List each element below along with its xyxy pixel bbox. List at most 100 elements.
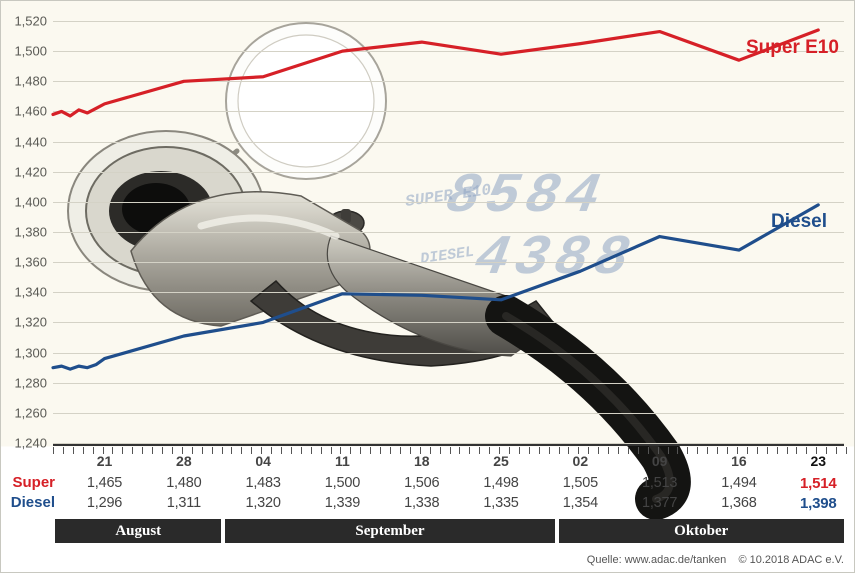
x-tick	[608, 447, 609, 454]
x-tick	[63, 447, 64, 454]
x-tick	[122, 447, 123, 454]
x-axis-line	[53, 444, 844, 446]
footer-copyright: © 10.2018 ADAC e.V.	[738, 554, 844, 566]
x-tick	[390, 447, 391, 454]
x-tick	[301, 447, 302, 454]
cell-diesel: 1,354	[563, 495, 598, 511]
x-day-label: 25	[493, 453, 509, 469]
cell-diesel: 1,335	[483, 495, 518, 511]
gridline	[53, 322, 844, 323]
cell-super: 1,494	[721, 475, 756, 491]
x-tick	[519, 447, 520, 454]
x-tick	[251, 447, 252, 454]
cell-super: 1,465	[87, 475, 122, 491]
cell-super: 1,505	[563, 475, 598, 491]
x-day-label: 23	[810, 453, 826, 469]
month-august: August	[55, 519, 221, 543]
y-tick-label: 1,240	[1, 436, 47, 451]
x-tick	[360, 447, 361, 454]
cell-diesel: 1,296	[87, 495, 122, 511]
x-tick	[796, 447, 797, 454]
gridline	[53, 21, 844, 22]
cell-super: 1,498	[483, 475, 518, 491]
y-tick-label: 1,280	[1, 375, 47, 390]
x-tick	[73, 447, 74, 454]
x-tick	[450, 447, 451, 454]
series-label-diesel: Diesel	[771, 211, 827, 233]
x-day-label: 16	[731, 453, 747, 469]
y-tick-label: 1,500	[1, 44, 47, 59]
x-tick	[350, 447, 351, 454]
x-tick	[222, 447, 223, 454]
x-tick	[479, 447, 480, 454]
x-tick	[846, 447, 847, 454]
x-tick	[598, 447, 599, 454]
x-tick	[53, 447, 54, 454]
y-tick-label: 1,460	[1, 104, 47, 119]
x-day-label: 28	[176, 453, 192, 469]
gridline	[53, 353, 844, 354]
series-super	[53, 30, 818, 116]
x-tick	[836, 447, 837, 454]
gridline	[53, 172, 844, 173]
gridline	[53, 111, 844, 112]
svg-text:DIESEL: DIESEL	[419, 244, 475, 268]
x-tick	[628, 447, 629, 454]
row-label-diesel: Diesel	[3, 494, 55, 511]
cell-diesel: 1,368	[721, 495, 756, 511]
x-tick	[410, 447, 411, 454]
x-tick	[459, 447, 460, 454]
gridline	[53, 51, 844, 52]
x-tick	[757, 447, 758, 454]
x-tick	[241, 447, 242, 454]
row-label-super: Super	[3, 474, 55, 491]
gridline	[53, 202, 844, 203]
month-oktober: Oktober	[559, 519, 844, 543]
y-tick-label: 1,300	[1, 345, 47, 360]
x-tick	[400, 447, 401, 454]
gridline	[53, 262, 844, 263]
x-tick	[172, 447, 173, 454]
y-tick-label: 1,360	[1, 255, 47, 270]
x-tick	[231, 447, 232, 454]
cell-super: 1,500	[325, 475, 360, 491]
y-tick-label: 1,260	[1, 405, 47, 420]
x-tick	[618, 447, 619, 454]
gridline	[53, 81, 844, 82]
y-tick-label: 1,480	[1, 74, 47, 89]
x-tick	[291, 447, 292, 454]
cell-super: 1,480	[166, 475, 201, 491]
gridline	[53, 142, 844, 143]
x-day-label: 04	[255, 453, 271, 469]
x-tick	[787, 447, 788, 454]
x-tick	[677, 447, 678, 454]
cell-super: 1,483	[245, 475, 280, 491]
footer-source: www.adac.de/tanken	[625, 554, 727, 566]
x-tick	[83, 447, 84, 454]
x-tick	[212, 447, 213, 454]
series-diesel	[53, 205, 818, 369]
x-tick	[202, 447, 203, 454]
gridline	[53, 413, 844, 414]
x-tick	[697, 447, 698, 454]
x-day-label: 09	[652, 453, 668, 469]
x-tick	[767, 447, 768, 454]
chart-container: SUPER E10 8584 DIESEL 4388	[0, 0, 855, 573]
cell-super: 1,514	[800, 475, 837, 492]
x-day-label: 18	[414, 453, 430, 469]
x-tick	[162, 447, 163, 454]
y-tick-label: 1,400	[1, 194, 47, 209]
x-tick	[440, 447, 441, 454]
x-day-label: 11	[335, 453, 350, 469]
x-tick	[687, 447, 688, 454]
segment-display-bg: SUPER E10 8584 DIESEL 4388	[404, 164, 639, 290]
x-tick	[727, 447, 728, 454]
month-september: September	[225, 519, 554, 543]
x-tick	[152, 447, 153, 454]
x-tick	[380, 447, 381, 454]
cell-diesel: 1,311	[167, 495, 201, 511]
x-tick	[311, 447, 312, 454]
x-tick	[132, 447, 133, 454]
cell-super: 1,506	[404, 475, 439, 491]
x-tick	[529, 447, 530, 454]
